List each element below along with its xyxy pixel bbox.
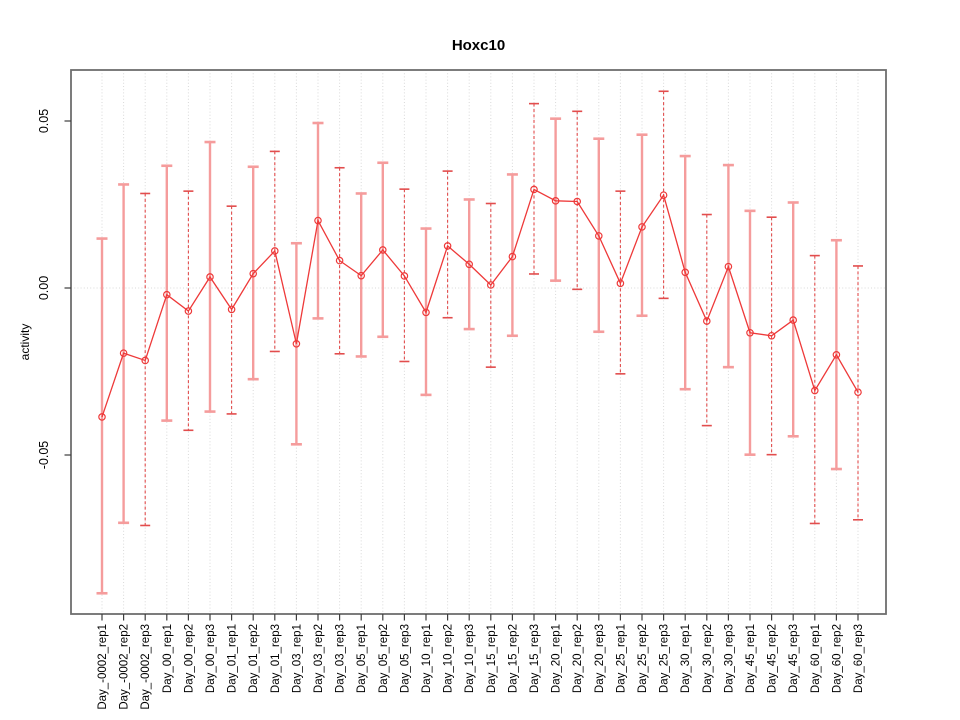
data-point (508, 252, 517, 261)
x-tick-label: Day_01_rep2 (248, 624, 260, 693)
x-tick-label: Day_00_rep2 (183, 624, 195, 693)
data-point (400, 272, 409, 280)
data-point (659, 191, 668, 199)
x-tick-label: Day_03_rep1 (291, 624, 303, 693)
x-tick-label: Day_25_rep2 (637, 624, 649, 693)
data-point (249, 269, 258, 278)
error-bars (96, 90, 863, 595)
data-point (573, 197, 582, 206)
data-point (141, 356, 150, 365)
plot-box (70, 69, 887, 615)
x-tick-label: Day_05_rep2 (378, 624, 390, 693)
x-tick-label: Day_60_rep2 (831, 624, 843, 693)
x-tick-label: Day_45_rep3 (788, 624, 800, 693)
x-tick-label: Day_25_rep3 (659, 624, 671, 693)
data-point (270, 247, 279, 255)
data-point (163, 290, 171, 299)
data-point (724, 262, 733, 271)
data-point (789, 316, 798, 324)
x-tick-label: Day_15_rep2 (507, 624, 519, 693)
x-tick-label: Day_45_rep2 (767, 624, 779, 693)
data-point (357, 271, 366, 280)
data-point (551, 197, 560, 205)
data-points (98, 185, 862, 421)
data-line (101, 188, 859, 418)
x-tick-label: Day_01_rep3 (270, 624, 282, 693)
x-tick-label: Day_15_rep1 (486, 624, 498, 693)
data-point (486, 281, 495, 289)
data-point (443, 242, 452, 250)
data-point (767, 331, 776, 340)
x-tick-label: Day_03_rep3 (335, 624, 347, 693)
data-point (206, 273, 214, 281)
x-tick-label: Day_05_rep3 (399, 624, 411, 693)
data-point (746, 328, 754, 337)
data-point (292, 339, 301, 348)
data-point (378, 246, 387, 254)
x-axis: Day_-0002_rep1 Day_-0002_rep2 Day_-0002_re… (97, 614, 865, 710)
data-point (314, 216, 322, 225)
data-point (681, 268, 690, 277)
y-tick-label: -0.05 (37, 441, 51, 470)
x-tick-label: Day_20_rep1 (551, 624, 563, 693)
x-tick-label: Day_60_rep3 (853, 624, 865, 693)
data-point (119, 349, 128, 357)
data-point (465, 260, 474, 269)
x-tick-label: Day_10_rep2 (443, 624, 455, 693)
x-tick-label: Day_10_rep3 (464, 624, 476, 693)
data-point (227, 305, 236, 314)
x-tick-label: Day_30_rep2 (702, 624, 714, 693)
gridlines (71, 70, 886, 614)
data-point (335, 256, 344, 265)
data-point (594, 232, 603, 240)
data-point (810, 386, 819, 395)
x-tick-label: Day_-0002_rep1 (97, 624, 109, 710)
x-tick-label: Day_25_rep1 (615, 624, 627, 693)
data-point (98, 413, 106, 421)
x-tick-label: Day_00_rep1 (162, 624, 174, 693)
data-point (422, 308, 430, 317)
x-tick-label: Day_-0002_rep2 (119, 624, 131, 710)
x-tick-label: Day_30_rep3 (723, 624, 735, 693)
x-tick-label: Day_60_rep1 (810, 624, 822, 693)
data-point (616, 279, 625, 288)
data-point (184, 307, 193, 315)
y-tick-label: 0.05 (37, 109, 51, 133)
data-point (702, 317, 711, 325)
chart-title: Hoxc10 (451, 37, 506, 54)
x-tick-label: Day_15_rep3 (529, 624, 541, 693)
x-tick-label: Day_20_rep3 (594, 624, 606, 693)
data-point (832, 350, 841, 359)
x-tick-label: Day_20_rep2 (572, 624, 584, 693)
y-tick-label: 0.00 (37, 276, 51, 300)
x-tick-label: Day_03_rep2 (313, 624, 325, 693)
x-tick-label: Day_-0002_rep3 (140, 624, 152, 710)
data-point (530, 185, 538, 194)
x-tick-label: Day_01_rep1 (227, 624, 239, 693)
x-tick-label: Day_05_rep1 (356, 624, 368, 693)
x-tick-label: Day_30_rep1 (680, 624, 692, 693)
data-point (854, 388, 862, 397)
x-tick-label: Day_45_rep1 (745, 624, 757, 693)
data-point (638, 223, 646, 231)
y-axis: 0.05 0.00 -0.05 (37, 109, 71, 469)
x-tick-label: Day_10_rep1 (421, 624, 433, 693)
x-tick-label: Day_00_rep3 (205, 624, 217, 693)
y-axis-label: activity (18, 323, 32, 361)
